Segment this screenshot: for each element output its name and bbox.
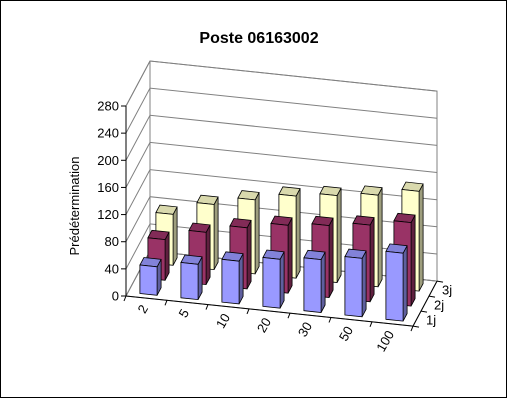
bar-side — [377, 187, 383, 287]
y-tick-label: 280 — [97, 99, 119, 114]
x-tick — [287, 313, 291, 319]
x-tick — [164, 300, 168, 306]
bar-side — [205, 224, 211, 285]
y-axis: 0 40 80 120 160 200 240 280 — [97, 99, 127, 304]
bar-side — [369, 217, 375, 302]
x-tick — [246, 308, 250, 315]
bar-side — [320, 251, 326, 313]
x-axis-line — [125, 295, 414, 327]
bar-side — [279, 251, 285, 309]
series-tick — [420, 310, 428, 313]
bar-side — [287, 217, 293, 294]
bar-side — [238, 253, 244, 305]
bar-front — [385, 250, 404, 322]
gridline — [125, 114, 438, 161]
x-tick-label: 2 — [134, 302, 151, 316]
bar-side — [418, 183, 424, 292]
bar-side — [172, 206, 178, 266]
bar-side — [246, 220, 252, 290]
gridline — [125, 87, 438, 134]
x-tick-label: 100 — [373, 328, 397, 354]
bar-side — [361, 250, 367, 317]
bar-side — [213, 196, 219, 270]
y-tick-label: 0 — [112, 289, 119, 304]
y-tick-label: 80 — [105, 234, 119, 249]
bar-front — [180, 262, 199, 301]
series-label: 1j — [426, 313, 436, 328]
bar-1j-30 — [303, 249, 326, 313]
bar-side — [295, 188, 301, 279]
gridline — [125, 141, 438, 188]
x-tick — [123, 295, 127, 302]
y-tick-label: 40 — [105, 261, 119, 276]
bars-layer — [139, 181, 424, 322]
x-tick-label: 30 — [295, 319, 315, 339]
bar-side — [402, 245, 408, 322]
bar-front — [221, 258, 240, 305]
x-tick-label: 50 — [336, 324, 356, 344]
x-axis: 2 5 10 20 30 50 100 — [123, 295, 414, 354]
bar-1j-10 — [221, 251, 244, 305]
bar-front — [344, 256, 363, 318]
bar-side — [254, 192, 260, 275]
series-label: 2j — [434, 298, 444, 313]
x-tick-label: 10 — [213, 311, 233, 331]
bar-1j-100 — [385, 243, 408, 322]
x-tick-label: 5 — [175, 306, 192, 320]
y-tick-label: 160 — [97, 180, 119, 195]
y-tick-label: 240 — [97, 126, 119, 141]
gridline — [125, 60, 438, 107]
series-tick — [412, 325, 420, 328]
series-tick — [436, 280, 444, 283]
series-axis-line — [412, 280, 438, 327]
bar-side — [164, 231, 170, 281]
bar-1j-2 — [139, 257, 162, 296]
y-axis-label: Prédétermination — [67, 157, 82, 256]
bar-side — [336, 187, 342, 283]
chart-title: Poste 06163002 — [199, 30, 318, 47]
bar-side — [328, 217, 334, 298]
bar-front — [139, 264, 158, 296]
bar-front — [262, 257, 281, 309]
x-tick-label: 20 — [254, 315, 274, 335]
x-tick — [410, 325, 414, 332]
x-tick — [369, 321, 373, 327]
bar-front — [303, 257, 322, 313]
bar-side — [410, 214, 416, 307]
bar-1j-5 — [180, 254, 203, 301]
bar-1j-20 — [262, 249, 285, 309]
y-tick-label: 200 — [97, 153, 119, 168]
series-label: 3j — [442, 283, 452, 298]
x-tick — [205, 304, 209, 310]
series-tick — [428, 295, 436, 298]
x-tick — [328, 317, 332, 323]
bar-1j-50 — [344, 248, 367, 318]
y-tick-label: 120 — [97, 207, 119, 222]
